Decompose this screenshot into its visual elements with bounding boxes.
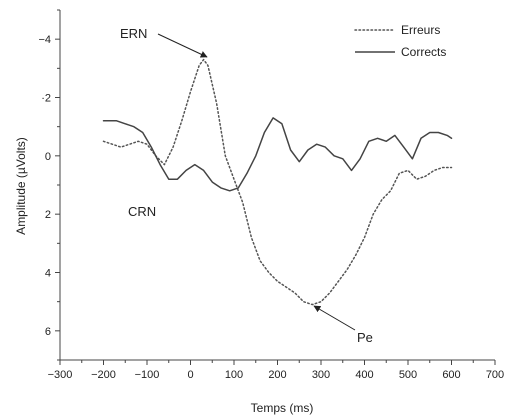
y-tick-label: 4 [45, 268, 51, 280]
x-tick-label: 100 [225, 369, 243, 381]
x-tick-label: 0 [187, 369, 193, 381]
x-tick-label: 700 [486, 369, 504, 381]
x-tick-label: −100 [135, 369, 160, 381]
y-ticks: −4 ·2 0 2 4 6 [38, 9, 60, 361]
series-line-erreurs [102, 58, 453, 306]
annotation-ern: ERN [120, 26, 147, 41]
y-axis-title: Amplitude (µVolts) [14, 137, 28, 235]
series-layer [102, 58, 453, 306]
y-tick-label: ·2 [41, 93, 51, 105]
y-tick-label: −4 [38, 34, 51, 46]
y-tick-label: 2 [45, 209, 51, 221]
legend-label-corrects: Corrects [401, 45, 446, 59]
x-tick-label: 200 [268, 369, 286, 381]
x-tick-label: −300 [48, 369, 73, 381]
x-tick-label: 300 [312, 369, 330, 381]
x-tick-label: 400 [355, 369, 373, 381]
annotation-ern-arrow [157, 33, 208, 58]
x-tick-label: 500 [399, 369, 417, 381]
legend: Erreurs Corrects [354, 23, 446, 59]
x-axis-title: Temps (ms) [251, 401, 314, 415]
legend-label-erreurs: Erreurs [401, 23, 440, 37]
series-line-corrects [102, 117, 453, 192]
x-tick-label: −200 [91, 369, 116, 381]
x-tick-label: 600 [442, 369, 460, 381]
y-tick-label: 6 [45, 326, 51, 338]
x-ticks: −300 −200 −100 0 100 200 300 400 500 600 700 [48, 360, 504, 381]
annotation-pe: Pe [357, 330, 373, 345]
annotation-pe-arrow [313, 305, 356, 331]
y-tick-label: 0 [45, 151, 51, 163]
annotation-crn: CRN [128, 204, 156, 219]
